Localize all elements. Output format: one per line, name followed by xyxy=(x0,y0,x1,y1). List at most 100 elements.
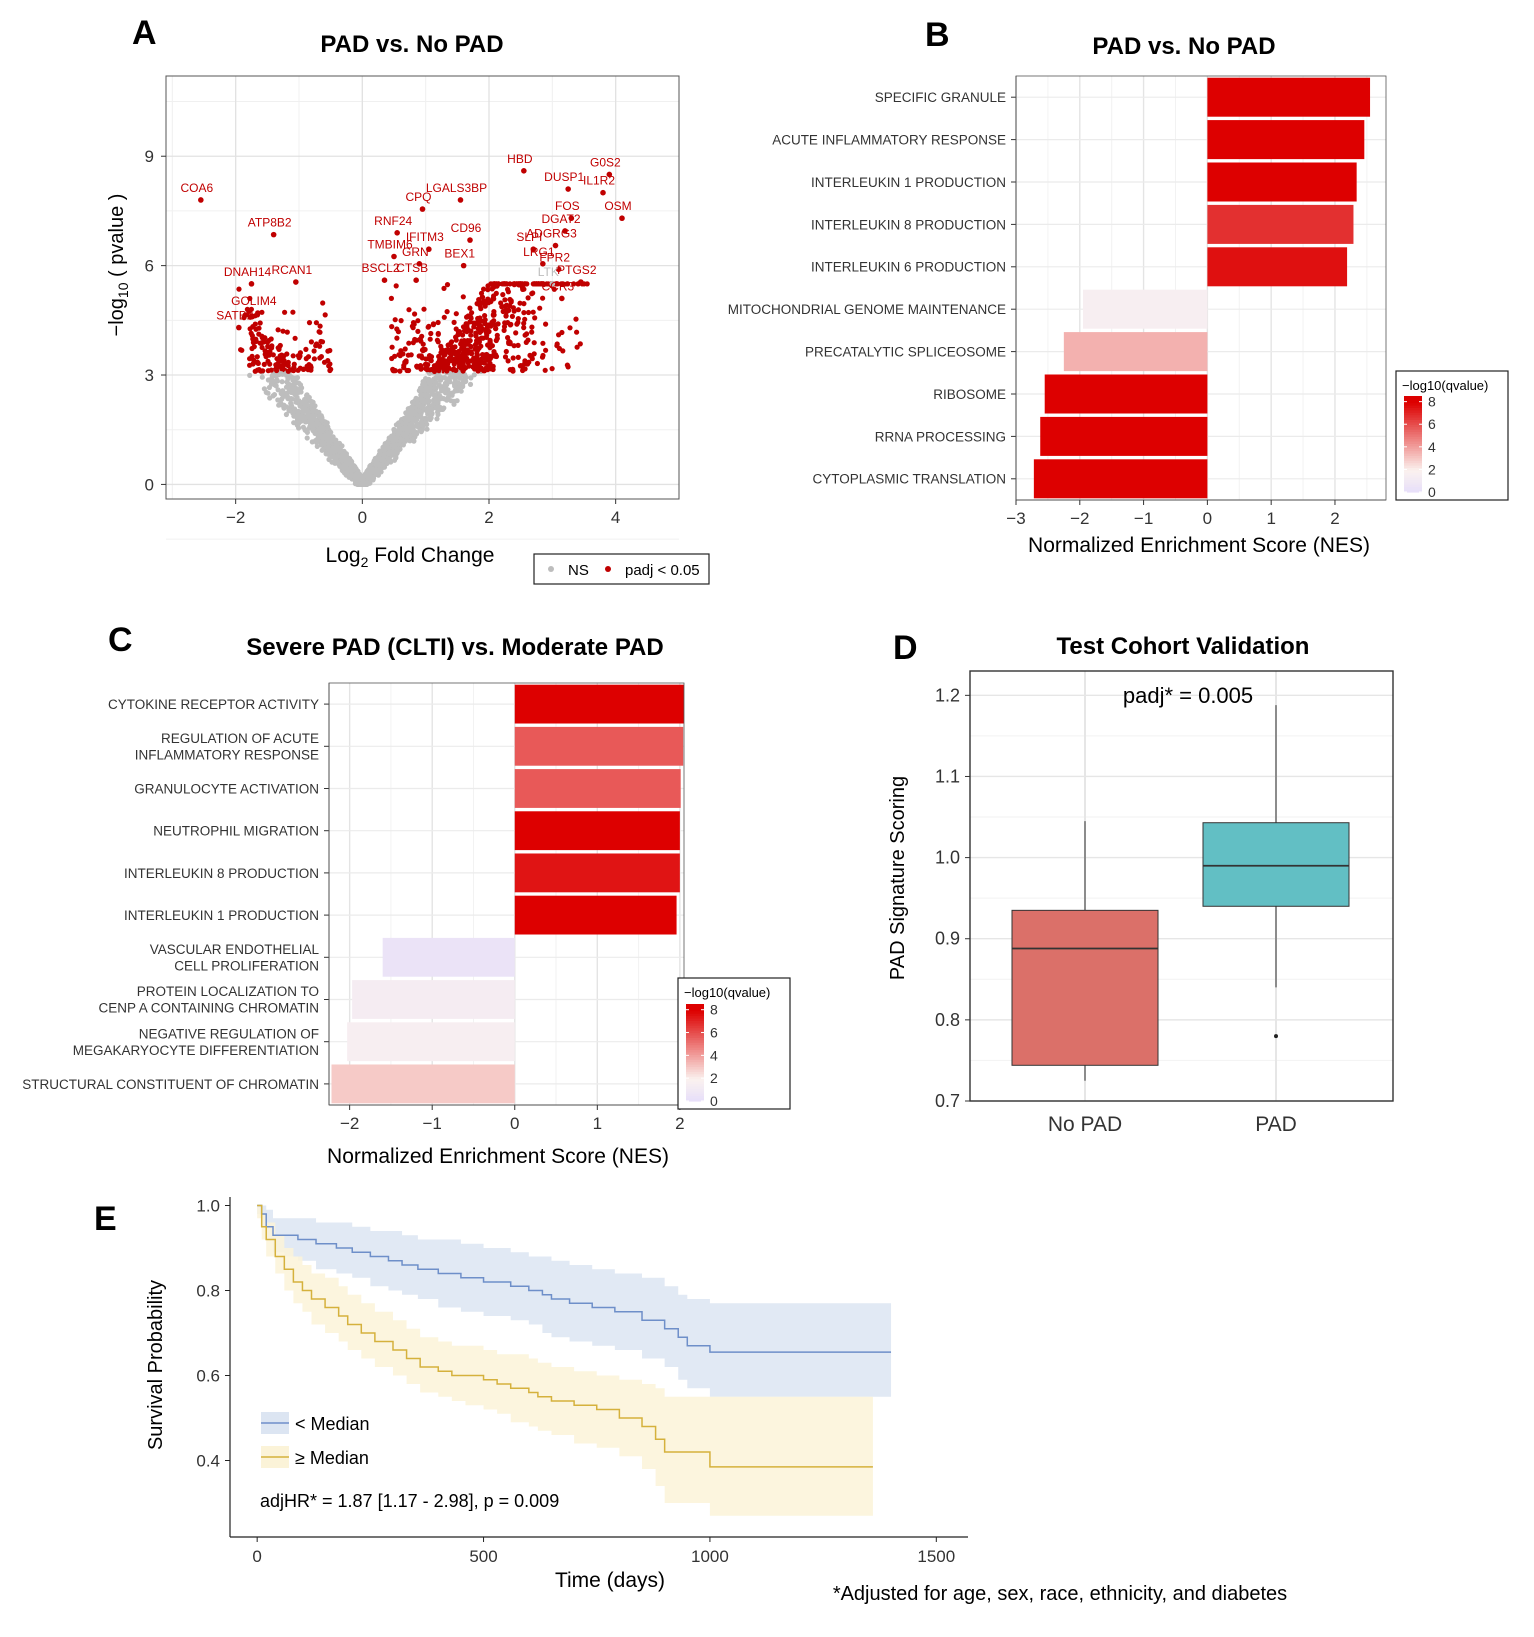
x-tick-label: 4 xyxy=(611,508,620,527)
category-label: INTERLEUKIN 8 PRODUCTION xyxy=(811,217,1006,232)
category-label: INTERLEUKIN 6 PRODUCTION xyxy=(811,260,1006,275)
gene-point xyxy=(198,197,204,203)
bar xyxy=(1033,459,1208,499)
sig-point xyxy=(418,365,424,371)
panel-c-title: Severe PAD (CLTI) vs. Moderate PAD xyxy=(246,634,663,661)
ns-point xyxy=(300,406,306,412)
ns-point xyxy=(386,451,392,457)
sig-point xyxy=(284,351,290,357)
panel-a: A PAD vs. No PAD HBD G0S2 COA6 LGALS3BP DUSP… xyxy=(106,14,710,585)
gene-label: CD96 xyxy=(451,221,482,235)
panel-c-legend: −log10(qvalue) 8 6 4 2 0 xyxy=(677,977,791,1110)
legend-gradient-step xyxy=(1404,468,1422,471)
x-tick-label: −2 xyxy=(340,1114,359,1133)
sig-point xyxy=(521,320,527,326)
legend-gradient-step xyxy=(686,1020,704,1024)
sig-point xyxy=(441,285,447,291)
sig-point xyxy=(306,320,313,326)
sig-point xyxy=(393,283,399,289)
category-label: INTERLEUKIN 8 PRODUCTION xyxy=(124,866,319,881)
y-tick-label: 1.0 xyxy=(935,848,960,868)
ns-point xyxy=(426,416,432,422)
ns-point xyxy=(320,426,326,432)
gene-label: CPQ xyxy=(405,190,431,204)
gene-point xyxy=(270,231,277,238)
sig-point xyxy=(398,348,404,354)
sig-point xyxy=(460,350,466,357)
sig-point xyxy=(480,294,486,300)
sig-point xyxy=(389,355,395,362)
gene-point xyxy=(248,281,255,287)
category-label: PRECATALYTIC SPLICEOSOME xyxy=(805,344,1006,359)
ns-point xyxy=(279,379,285,385)
legend-gradient-step xyxy=(1404,477,1422,481)
bar xyxy=(514,853,680,893)
legend-gradient-step xyxy=(1404,427,1422,431)
sig-point xyxy=(511,308,517,314)
sig-point xyxy=(467,305,473,311)
ns-point xyxy=(346,467,352,473)
sig-point xyxy=(406,340,412,346)
ns-point xyxy=(442,390,449,396)
ns-point xyxy=(365,479,371,485)
sig-point xyxy=(325,348,331,354)
legend-gradient-step xyxy=(1404,434,1422,438)
category-label: CENP A CONTAINING CHROMATIN xyxy=(98,1001,319,1016)
y-tick-label: 1.1 xyxy=(935,766,960,786)
legend-gradient-step xyxy=(686,1016,704,1020)
legend-gradient-step xyxy=(1404,429,1422,433)
sig-point xyxy=(419,355,425,361)
bar xyxy=(1207,120,1365,160)
sig-point xyxy=(473,340,480,346)
bar xyxy=(514,811,680,851)
legend-gradient-step xyxy=(686,1098,704,1102)
sig-point xyxy=(509,313,515,319)
sig-point xyxy=(460,355,466,361)
sig-point xyxy=(406,367,412,374)
gene-point xyxy=(419,206,426,212)
plot-border xyxy=(1015,75,1387,501)
x-tick-label: 0 xyxy=(252,1547,261,1566)
sig-point xyxy=(431,368,438,374)
ns-point xyxy=(290,390,297,396)
bar xyxy=(382,937,515,977)
sig-point xyxy=(241,315,247,321)
sig-point xyxy=(435,339,441,345)
sig-point xyxy=(313,343,319,349)
sig-point xyxy=(320,300,326,306)
legend-gradient-step xyxy=(686,1079,704,1083)
sig-point xyxy=(236,286,242,292)
x-tick-label: 0 xyxy=(1203,509,1212,528)
sig-point xyxy=(421,306,427,312)
ns-point xyxy=(373,471,379,478)
legend-gradient-step xyxy=(686,1008,704,1012)
x-tick-label: 2 xyxy=(675,1114,684,1133)
sig-point xyxy=(419,333,425,339)
ns-point xyxy=(283,411,289,418)
ns-point xyxy=(279,402,285,408)
gene-label: ADGRG3 xyxy=(526,227,577,241)
bar xyxy=(514,895,677,935)
gene-label: G0S2 xyxy=(590,155,621,169)
category-label: CYTOKINE RECEPTOR ACTIVITY xyxy=(108,697,319,712)
sig-point xyxy=(490,312,496,318)
ns-point xyxy=(442,382,448,389)
ns-point xyxy=(314,443,320,449)
sig-point xyxy=(322,312,328,318)
category-label: NEUTROPHIL MIGRATION xyxy=(153,824,319,839)
panel-c: C Severe PAD (CLTI) vs. Moderate PAD CYT… xyxy=(22,621,791,1168)
sig-point xyxy=(468,332,474,338)
sig-point xyxy=(478,360,484,366)
sig-point xyxy=(501,327,507,333)
gene-point xyxy=(552,242,559,249)
legend-gradient-step xyxy=(1404,458,1422,462)
sig-point xyxy=(527,352,533,358)
gene-label: DUSP1 xyxy=(544,170,584,184)
gene-point xyxy=(540,260,546,267)
sig-point xyxy=(300,366,306,372)
sig-point xyxy=(290,353,296,359)
legend-gradient-step xyxy=(686,1042,704,1046)
sig-point xyxy=(478,306,484,312)
sig-point xyxy=(277,358,284,364)
panel-a-title: PAD vs. No PAD xyxy=(320,31,503,58)
